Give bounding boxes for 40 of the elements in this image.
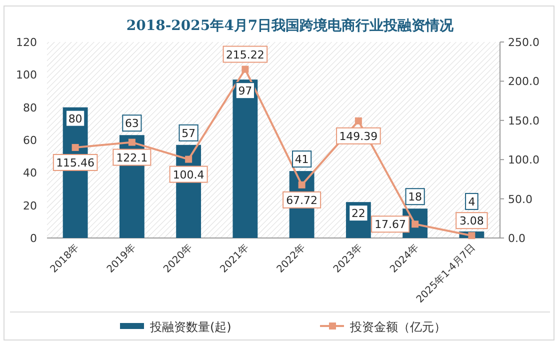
data-label: 80: [68, 112, 82, 126]
point: [185, 156, 192, 163]
y-tick-label: 40: [23, 166, 37, 180]
y-tick-label: 60: [23, 134, 37, 147]
bar: [232, 80, 258, 238]
data-label: 3.08: [459, 214, 484, 228]
y-tick-label: 100: [16, 68, 37, 82]
y2-tick-label: 100.0: [508, 154, 540, 167]
data-label: 215.22: [226, 48, 264, 62]
y-tick-label: 120: [16, 36, 37, 49]
data-label: 22: [351, 207, 366, 220]
y2-tick-label: 200.0: [508, 75, 540, 88]
point: [298, 181, 306, 188]
data-label: 115.46: [56, 156, 95, 170]
data-label: 4: [468, 195, 476, 208]
chart-title: 2018-2025年4月7日我国跨境电商行业投融资情况: [126, 17, 455, 34]
data-label: 97: [238, 84, 252, 98]
data-label: 57: [182, 126, 196, 140]
data-label: 41: [294, 153, 309, 166]
data-label: 122.1: [116, 151, 148, 164]
data-label: 17.67: [374, 218, 406, 232]
legend-label: 投资金额（亿元）: [349, 320, 446, 334]
data-label: 63: [124, 117, 139, 130]
y-tick-label: 80: [23, 101, 37, 114]
y2-tick-label: 150.0: [508, 114, 540, 128]
legend-label: 投融资数量(起): [149, 320, 232, 334]
point: [468, 232, 476, 240]
data-label: 100.4: [172, 168, 204, 182]
point: [128, 138, 136, 146]
point: [242, 66, 249, 73]
y-tick-label: 0: [30, 232, 37, 245]
point: [354, 117, 362, 124]
data-label: 149.39: [339, 130, 378, 143]
data-label: 67.72: [286, 194, 318, 207]
y2-tick-label: 250.0: [508, 36, 540, 49]
point: [72, 144, 79, 151]
y-tick-label: 20: [23, 199, 37, 212]
y2-tick-label: 0.0: [508, 232, 526, 245]
data-label: 18: [408, 190, 422, 204]
y2-tick-label: 50.0: [508, 192, 532, 206]
